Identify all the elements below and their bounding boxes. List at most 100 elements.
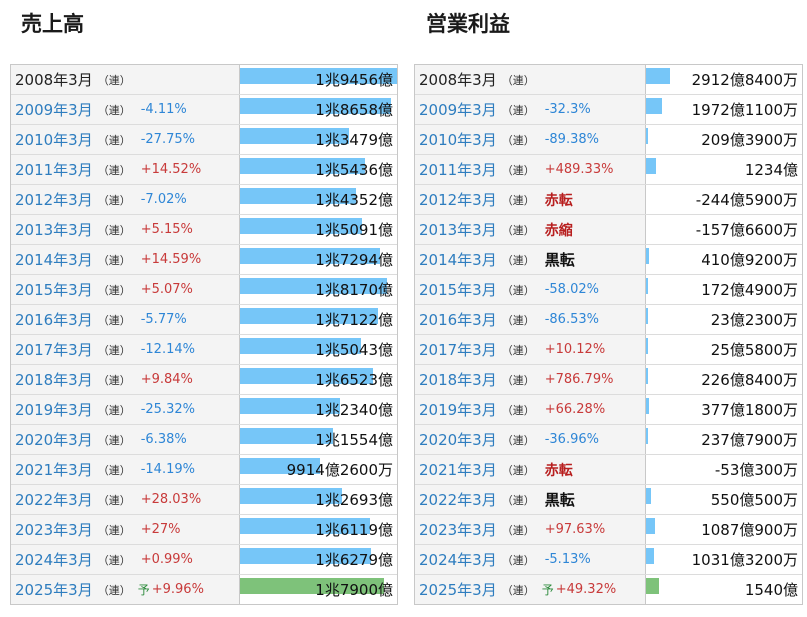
status-tag: 黒転	[544, 251, 575, 269]
fiscal-year-link[interactable]: 2021年3月	[15, 461, 93, 479]
value-bar	[240, 128, 349, 144]
value-bar	[646, 488, 651, 504]
row-label: 2023年3月 （連） +97.63%	[415, 515, 645, 544]
fiscal-year-link[interactable]: 2023年3月	[15, 521, 93, 539]
yoy-change: -58.02%	[544, 282, 599, 297]
fiscal-year-link[interactable]: 2014年3月	[15, 251, 93, 269]
consolidated-marker: （連）	[97, 493, 131, 507]
value-bar	[646, 278, 648, 294]
fiscal-year-link[interactable]: 2016年3月	[419, 311, 497, 329]
consolidated-marker: （連）	[97, 283, 131, 297]
fiscal-year-link[interactable]: 2010年3月	[419, 131, 497, 149]
value-bar	[240, 308, 378, 324]
consolidated-marker: （連）	[501, 433, 535, 447]
row-label: 2016年3月 （連） -5.77%	[11, 305, 239, 334]
fiscal-year-link[interactable]: 2024年3月	[419, 551, 497, 569]
value-cell: 1兆5043億	[239, 335, 397, 364]
value-cell: 172億4900万	[645, 275, 802, 304]
fiscal-year-link[interactable]: 2017年3月	[15, 341, 93, 359]
value-bar	[240, 428, 333, 444]
fiscal-year-link[interactable]: 2019年3月	[419, 401, 497, 419]
fiscal-year-link[interactable]: 2025年3月	[419, 581, 497, 599]
fiscal-year-link[interactable]: 2010年3月	[15, 131, 93, 149]
value-cell: 1031億3200万	[645, 545, 802, 574]
value-bar	[646, 338, 648, 354]
consolidated-marker: （連）	[501, 103, 535, 117]
amount-value: 1兆6523億	[315, 371, 393, 389]
value-cell: 1兆2340億	[239, 395, 397, 424]
consolidated-marker: （連）	[97, 313, 131, 327]
amount-value: 1兆7122億	[315, 311, 393, 329]
value-cell: 25億5800万	[645, 335, 802, 364]
fiscal-year-link[interactable]: 2012年3月	[419, 191, 497, 209]
fiscal-year-link[interactable]: 2014年3月	[419, 251, 497, 269]
row-label: 2024年3月 （連） +0.99%	[11, 545, 239, 574]
fiscal-year-link[interactable]: 2022年3月	[419, 491, 497, 509]
yoy-change: -6.38%	[140, 432, 187, 447]
table-row: 2010年3月 （連） -89.38% 209億3900万	[415, 124, 802, 154]
operating-profit-title: 営業利益	[426, 12, 510, 36]
row-label: 2024年3月 （連） -5.13%	[415, 545, 645, 574]
consolidated-marker: （連）	[501, 493, 535, 507]
yoy-change: -14.19%	[140, 462, 195, 477]
fiscal-year-link[interactable]: 2017年3月	[419, 341, 497, 359]
row-label: 2014年3月 （連） +14.59%	[11, 245, 239, 274]
fiscal-year-link[interactable]: 2011年3月	[419, 161, 497, 179]
fiscal-year-link[interactable]: 2020年3月	[15, 431, 93, 449]
value-cell: 209億3900万	[645, 125, 802, 154]
consolidated-marker: （連）	[501, 463, 535, 477]
fiscal-year-link[interactable]: 2015年3月	[419, 281, 497, 299]
consolidated-marker: （連）	[97, 343, 131, 357]
row-label: 2017年3月 （連） +10.12%	[415, 335, 645, 364]
fiscal-year-link[interactable]: 2018年3月	[15, 371, 93, 389]
yoy-change: -89.38%	[544, 132, 599, 147]
consolidated-marker: （連）	[501, 283, 535, 297]
table-row: 2018年3月 （連） +9.84% 1兆6523億	[11, 364, 397, 394]
value-bar	[240, 248, 380, 264]
value-cell: 1兆7900億	[239, 575, 397, 604]
fiscal-year-link[interactable]: 2023年3月	[419, 521, 497, 539]
row-label: 2021年3月 （連） -14.19%	[11, 455, 239, 484]
row-label: 2012年3月 （連） 赤転	[415, 185, 645, 214]
fiscal-year-link[interactable]: 2009年3月	[419, 101, 497, 119]
yoy-change: +97.63%	[544, 522, 606, 537]
yoy-change: -5.13%	[544, 552, 591, 567]
fiscal-year-link[interactable]: 2009年3月	[15, 101, 93, 119]
value-cell: 1兆8658億	[239, 95, 397, 124]
value-cell: 1972億1100万	[645, 95, 802, 124]
fiscal-year-link[interactable]: 2013年3月	[15, 221, 93, 239]
consolidated-marker: （連）	[97, 73, 131, 87]
amount-value: 1兆8170億	[315, 281, 393, 299]
yoy-change: -4.11%	[140, 102, 187, 117]
value-cell: -244億5900万	[645, 185, 802, 214]
fiscal-year-link[interactable]: 2011年3月	[15, 161, 93, 179]
fiscal-year-link[interactable]: 2020年3月	[419, 431, 497, 449]
consolidated-marker: （連）	[97, 223, 131, 237]
amount-value: 1兆2693億	[315, 491, 393, 509]
fiscal-year-link[interactable]: 2024年3月	[15, 551, 93, 569]
table-row: 2012年3月 （連） -7.02% 1兆4352億	[11, 184, 397, 214]
fiscal-year-link[interactable]: 2025年3月	[15, 581, 93, 599]
fiscal-year-link[interactable]: 2019年3月	[15, 401, 93, 419]
yoy-change: +66.28%	[544, 402, 606, 417]
status-tag: 赤転	[544, 462, 573, 479]
value-bar	[240, 458, 320, 474]
row-label: 2016年3月 （連） -86.53%	[415, 305, 645, 334]
amount-value: -157億6600万	[695, 221, 798, 239]
fiscal-year-link[interactable]: 2016年3月	[15, 311, 93, 329]
fiscal-year-link[interactable]: 2015年3月	[15, 281, 93, 299]
operating-profit-table: 2008年3月 （連） 2912億8400万 2009年3月 （連） -32.3% 1972…	[414, 64, 803, 605]
value-bar	[240, 368, 373, 384]
fiscal-year-link[interactable]: 2018年3月	[419, 371, 497, 389]
value-cell: 1兆6279億	[239, 545, 397, 574]
fiscal-year-link[interactable]: 2013年3月	[419, 221, 497, 239]
table-row: 2011年3月 （連） +489.33% 1234億	[415, 154, 802, 184]
row-label: 2010年3月 （連） -89.38%	[415, 125, 645, 154]
forecast-marker: 予	[541, 583, 554, 597]
table-row: 2022年3月 （連） 黒転 550億500万	[415, 484, 802, 514]
fiscal-year-link[interactable]: 2012年3月	[15, 191, 93, 209]
fiscal-year-link[interactable]: 2021年3月	[419, 461, 497, 479]
fiscal-year-link[interactable]: 2022年3月	[15, 491, 93, 509]
value-cell: 1兆2693億	[239, 485, 397, 514]
consolidated-marker: （連）	[97, 193, 131, 207]
